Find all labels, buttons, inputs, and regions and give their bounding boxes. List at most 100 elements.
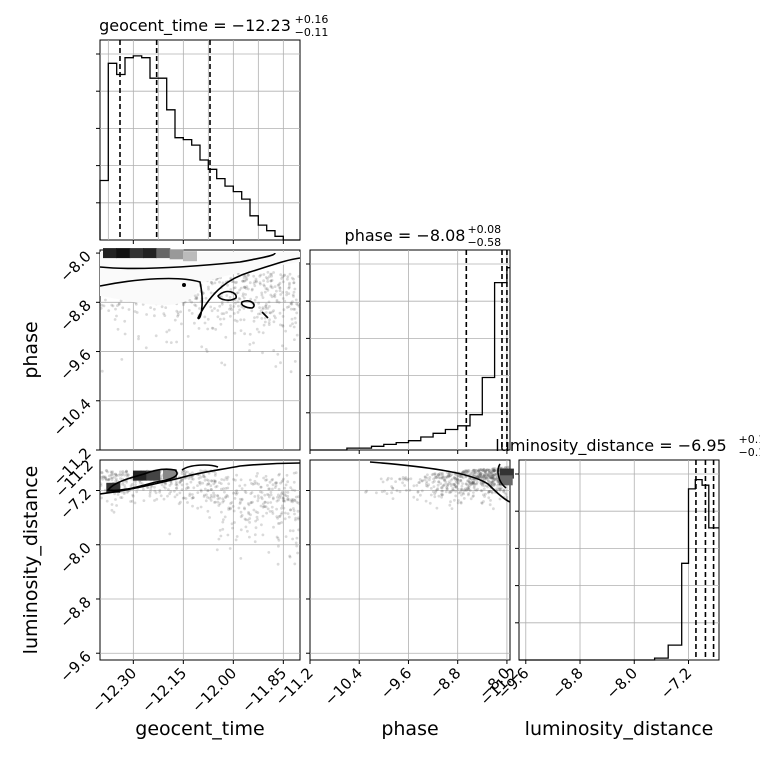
sample-point (487, 491, 490, 495)
sample-point (209, 499, 213, 502)
sample-point (277, 544, 280, 548)
sample-point (290, 276, 294, 280)
x-tick-label: −10.4 (321, 664, 366, 709)
sample-point (492, 473, 496, 477)
sample-point (224, 496, 227, 499)
sample-point (137, 337, 140, 341)
sample-point (198, 482, 202, 486)
sample-point (121, 470, 125, 473)
sample-point (402, 477, 405, 481)
sample-point (428, 476, 432, 479)
sample-point (244, 491, 248, 494)
sample-point (454, 485, 458, 489)
sample-point (102, 304, 106, 308)
sample-point (268, 510, 272, 513)
sample-point (224, 476, 228, 479)
sample-point (283, 493, 286, 497)
sample-point (490, 480, 493, 484)
sample-point (191, 504, 194, 508)
sample-point (495, 476, 498, 479)
sample-point (391, 497, 395, 500)
sample-point (174, 480, 178, 484)
sample-point (484, 476, 488, 480)
sample-point (491, 475, 495, 479)
sample-point (445, 475, 449, 479)
sample-point (206, 489, 210, 493)
sample-point (445, 486, 448, 489)
sample-point (234, 478, 237, 482)
sample-point (277, 300, 281, 304)
sample-point (165, 330, 169, 334)
sample-point (492, 473, 496, 477)
sample-point (492, 469, 496, 472)
sample-point (445, 487, 449, 491)
sample-point (476, 475, 479, 479)
sample-point (218, 304, 222, 308)
pair-panel-geocent_time-vs-luminosity_distance (99, 459, 301, 661)
contour-line (497, 463, 507, 489)
sample-point (233, 286, 237, 289)
sample-point (471, 495, 475, 498)
sample-point (103, 475, 107, 479)
hist-step-luminosity_distance (519, 478, 719, 661)
sample-point (499, 466, 502, 470)
sample-point (484, 468, 488, 472)
sample-point (433, 472, 437, 476)
sample-point (158, 490, 162, 494)
sample-point (472, 480, 475, 484)
contour-line (261, 311, 269, 319)
sample-point (452, 488, 455, 492)
sample-point (269, 293, 273, 297)
sample-point (114, 472, 117, 476)
sample-point (191, 477, 195, 481)
sample-point (226, 486, 230, 490)
sample-point (220, 295, 223, 299)
sample-point (120, 473, 123, 477)
sample-point (431, 490, 435, 493)
sample-point (206, 317, 210, 321)
sample-point (110, 503, 114, 506)
sample-point (488, 468, 491, 472)
sample-point (464, 482, 468, 486)
sample-point (467, 479, 470, 483)
sample-point (284, 490, 287, 494)
sample-point (210, 309, 214, 313)
density-cell (146, 470, 161, 481)
sample-point (286, 277, 289, 281)
x-tick-label: −8.8 (426, 664, 464, 702)
x-tick-label: −12.30 (88, 664, 140, 716)
sample-point (479, 481, 483, 485)
sample-point (272, 349, 276, 352)
sample-point (122, 480, 125, 484)
sample-point (441, 474, 445, 478)
sample-point (291, 300, 294, 303)
sample-point (209, 305, 213, 309)
sample-point (466, 486, 469, 490)
sample-point (250, 287, 254, 291)
sample-point (124, 470, 127, 474)
sample-point (262, 273, 266, 276)
sample-point (430, 473, 434, 477)
sample-point (454, 489, 458, 493)
sample-point (201, 481, 205, 485)
sample-point (404, 476, 408, 479)
sample-point (263, 290, 267, 294)
hist-title-phase: phase = −8.08 (345, 226, 466, 245)
sample-point (148, 494, 152, 498)
x-tick-label: −12.00 (188, 664, 240, 716)
sample-point (394, 480, 397, 483)
sample-point (284, 494, 288, 497)
sample-point (249, 501, 253, 504)
sample-point (441, 484, 445, 488)
sample-point (276, 516, 279, 520)
sample-point (187, 486, 190, 490)
sample-point (490, 473, 494, 477)
sample-point (287, 286, 291, 290)
sample-point (271, 512, 275, 515)
sample-point (297, 528, 300, 532)
sample-point (131, 493, 135, 497)
sample-point (256, 472, 259, 475)
sample-point (146, 486, 149, 489)
sample-point (498, 487, 501, 491)
